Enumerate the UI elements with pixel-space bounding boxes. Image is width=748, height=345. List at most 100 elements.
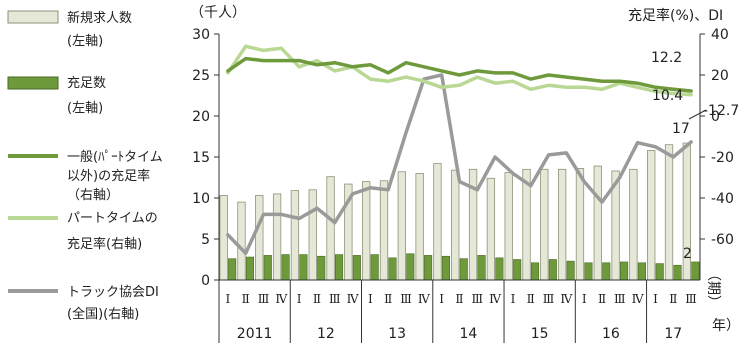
filled-bar [388, 257, 397, 281]
filled-bar [317, 255, 326, 281]
quarter-label: Ⅲ [614, 292, 626, 306]
new-openings-bar [255, 195, 264, 281]
new-openings-bar [486, 177, 496, 281]
quarter-label: Ⅱ [242, 292, 250, 306]
legend-label-filled: 充足数 [67, 75, 106, 91]
quarter-label: Ⅳ [489, 292, 502, 306]
right-axis-ticks: -60 -40 -20 0 20 40 [700, 27, 734, 248]
legend-sublabel-filled: (左軸) [67, 101, 103, 116]
year-label: 16 [602, 326, 620, 342]
filled-bar [406, 253, 415, 281]
new-openings-bar [290, 190, 300, 281]
filled-bar [228, 258, 237, 281]
quarter-label: Ⅰ [297, 292, 302, 306]
annotation-di-leader [688, 109, 707, 120]
left-axis-tick-label: 0 [201, 273, 210, 289]
annotation-general-rate: 12.2 [651, 50, 682, 66]
legend-sublabel-di: (全国)(右軸) [67, 306, 139, 322]
quarter-label: Ⅲ [685, 292, 697, 306]
di-line [226, 73, 693, 256]
filled-bar [281, 254, 290, 281]
legend-label-new-openings: 新規求人数 [67, 10, 132, 26]
x-axis-unit-label: （期） [705, 267, 721, 309]
filled-bar [477, 255, 486, 281]
left-axis-title: （千人） [190, 5, 246, 21]
right-axis-tick-label: -20 [711, 150, 734, 166]
filled-bar [263, 255, 272, 281]
legend-sublabel-general-rate: 以外)の充足率 [67, 168, 150, 184]
filled-bar [245, 256, 255, 281]
quarter-label: Ⅱ [527, 292, 535, 306]
new-openings-bar [272, 193, 282, 281]
legend-sublabel-part-rate: 充足率(右軸) [67, 236, 142, 252]
annotation-part-rate: 10.4 [652, 88, 683, 104]
filled-bar [441, 255, 450, 281]
new-openings-bar [664, 144, 674, 281]
quarter-label: Ⅱ [313, 292, 321, 306]
legend-swatch-new-openings [7, 10, 59, 24]
new-openings-bar [326, 176, 335, 281]
quarter-label: Ⅰ [653, 292, 658, 306]
legend-label-general-rate: 一般(ﾊﾟｰﾄタイム [67, 149, 163, 165]
quarter-label: Ⅰ [582, 292, 587, 306]
filled-bar [513, 259, 522, 281]
year-label: 14 [459, 326, 477, 342]
filled-bar [548, 259, 557, 281]
quarter-label: Ⅲ [543, 292, 555, 306]
filled-bar [299, 254, 308, 281]
year-label: 12 [317, 326, 335, 342]
quarter-label: Ⅱ [669, 292, 677, 306]
new-openings-bar [433, 163, 442, 281]
left-axis-tick-label: 25 [192, 68, 210, 84]
legend-sublabel-new-openings: (左軸) [67, 34, 103, 49]
year-label: 17 [664, 326, 682, 342]
annotation-di: -12.7 [703, 103, 739, 119]
quarter-label: Ⅱ [455, 292, 463, 306]
legend: 新規求人数 (左軸) 充足数 (左軸) 一般(ﾊﾟｰﾄタイム 以外)の充足率 （… [7, 10, 163, 322]
quarter-label: Ⅳ [418, 292, 431, 306]
filled-bar [352, 255, 361, 281]
new-openings-bar [397, 171, 406, 281]
left-axis-tick-label: 15 [192, 150, 210, 166]
right-axis-tick-label: 20 [711, 68, 729, 84]
left-axis-tick-label: 20 [192, 109, 210, 125]
new-openings-bar [540, 168, 549, 281]
quarter-label: Ⅳ [275, 292, 288, 306]
quarter-label: Ⅲ [258, 292, 270, 306]
filled-bar [637, 262, 646, 281]
left-axis-tick-label: 5 [201, 232, 210, 248]
new-openings-bar [237, 201, 246, 281]
year-label: 13 [388, 326, 406, 342]
right-axis-title: 充足率(%)、DI [628, 7, 723, 24]
annotation-17: 17 [672, 121, 690, 137]
left-axis-tick-label: 10 [192, 191, 210, 207]
filled-bar [584, 262, 593, 281]
legend-swatch-filled [7, 76, 59, 90]
new-openings-bar [415, 172, 424, 281]
quarter-label: Ⅰ [368, 292, 373, 306]
legend-sublabel2-general-rate: （右軸） [67, 188, 119, 203]
left-axis-tick-label: 30 [192, 27, 210, 43]
new-openings-bar [647, 150, 656, 281]
new-openings-bar [219, 195, 228, 281]
quarter-label: Ⅳ [560, 292, 573, 306]
quarter-label: Ⅰ [226, 292, 231, 306]
right-axis-tick-label: -40 [711, 191, 734, 207]
quarter-label: Ⅰ [511, 292, 516, 306]
new-openings-bar [593, 165, 602, 281]
filled-bar [459, 258, 468, 281]
right-axis-tick-label: 40 [711, 27, 729, 43]
quarter-label: Ⅳ [347, 292, 360, 306]
new-openings-bar [504, 172, 513, 281]
year-label: 15 [531, 326, 549, 342]
new-openings-bar [575, 168, 585, 281]
x-axis-unit-label-2: 年） [712, 318, 740, 334]
quarter-label: Ⅱ [384, 292, 392, 306]
quarter-label: Ⅲ [472, 292, 484, 306]
filled-bar [691, 261, 700, 281]
filled-bar [673, 264, 682, 281]
quarter-label: Ⅱ [598, 292, 606, 306]
filled-bar [602, 262, 611, 281]
quarter-label: Ⅰ [439, 292, 444, 306]
